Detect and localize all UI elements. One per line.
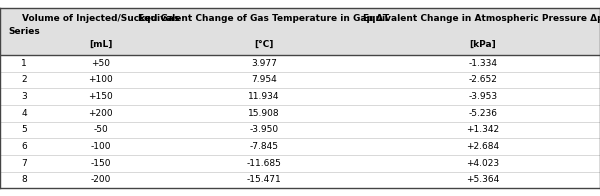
Text: 8: 8 — [21, 175, 27, 184]
Text: 1: 1 — [21, 59, 27, 68]
Text: 15.908: 15.908 — [248, 109, 280, 118]
Text: 3: 3 — [21, 92, 27, 101]
Text: -100: -100 — [90, 142, 111, 151]
Bar — [0, 8, 600, 55]
Text: -11.685: -11.685 — [247, 159, 281, 168]
Text: +2.684: +2.684 — [466, 142, 500, 151]
Text: Equivalent Change in Atmospheric Pressure Δp: Equivalent Change in Atmospheric Pressur… — [363, 14, 600, 23]
Text: Volume of Injected/Sucked Gas: Volume of Injected/Sucked Gas — [22, 14, 179, 23]
Text: 7: 7 — [21, 159, 27, 168]
Text: +50: +50 — [91, 59, 110, 68]
Text: +4.023: +4.023 — [466, 159, 500, 168]
Text: -2.652: -2.652 — [469, 75, 497, 84]
Text: -1.334: -1.334 — [469, 59, 497, 68]
Text: [mL]: [mL] — [89, 40, 112, 49]
Text: -50: -50 — [93, 125, 108, 134]
Text: -3.950: -3.950 — [250, 125, 278, 134]
Text: 11.934: 11.934 — [248, 92, 280, 101]
Text: [kPa]: [kPa] — [470, 40, 496, 49]
Text: +1.342: +1.342 — [466, 125, 500, 134]
Text: 2: 2 — [21, 75, 27, 84]
Text: -15.471: -15.471 — [247, 175, 281, 184]
Text: +100: +100 — [88, 75, 113, 84]
Text: +150: +150 — [88, 92, 113, 101]
Text: -7.845: -7.845 — [250, 142, 278, 151]
Text: Equivalent Change of Gas Temperature in Gap ΔT: Equivalent Change of Gas Temperature in … — [139, 14, 389, 23]
Text: [°C]: [°C] — [254, 40, 274, 49]
Text: 3.977: 3.977 — [251, 59, 277, 68]
Text: 4: 4 — [21, 109, 27, 118]
Text: Series: Series — [8, 27, 40, 36]
Text: -200: -200 — [91, 175, 110, 184]
Text: -5.236: -5.236 — [469, 109, 497, 118]
Text: -150: -150 — [90, 159, 111, 168]
Text: -3.953: -3.953 — [469, 92, 497, 101]
Text: 5: 5 — [21, 125, 27, 134]
Text: 6: 6 — [21, 142, 27, 151]
Text: +200: +200 — [88, 109, 113, 118]
Text: +5.364: +5.364 — [466, 175, 500, 184]
Text: 7.954: 7.954 — [251, 75, 277, 84]
